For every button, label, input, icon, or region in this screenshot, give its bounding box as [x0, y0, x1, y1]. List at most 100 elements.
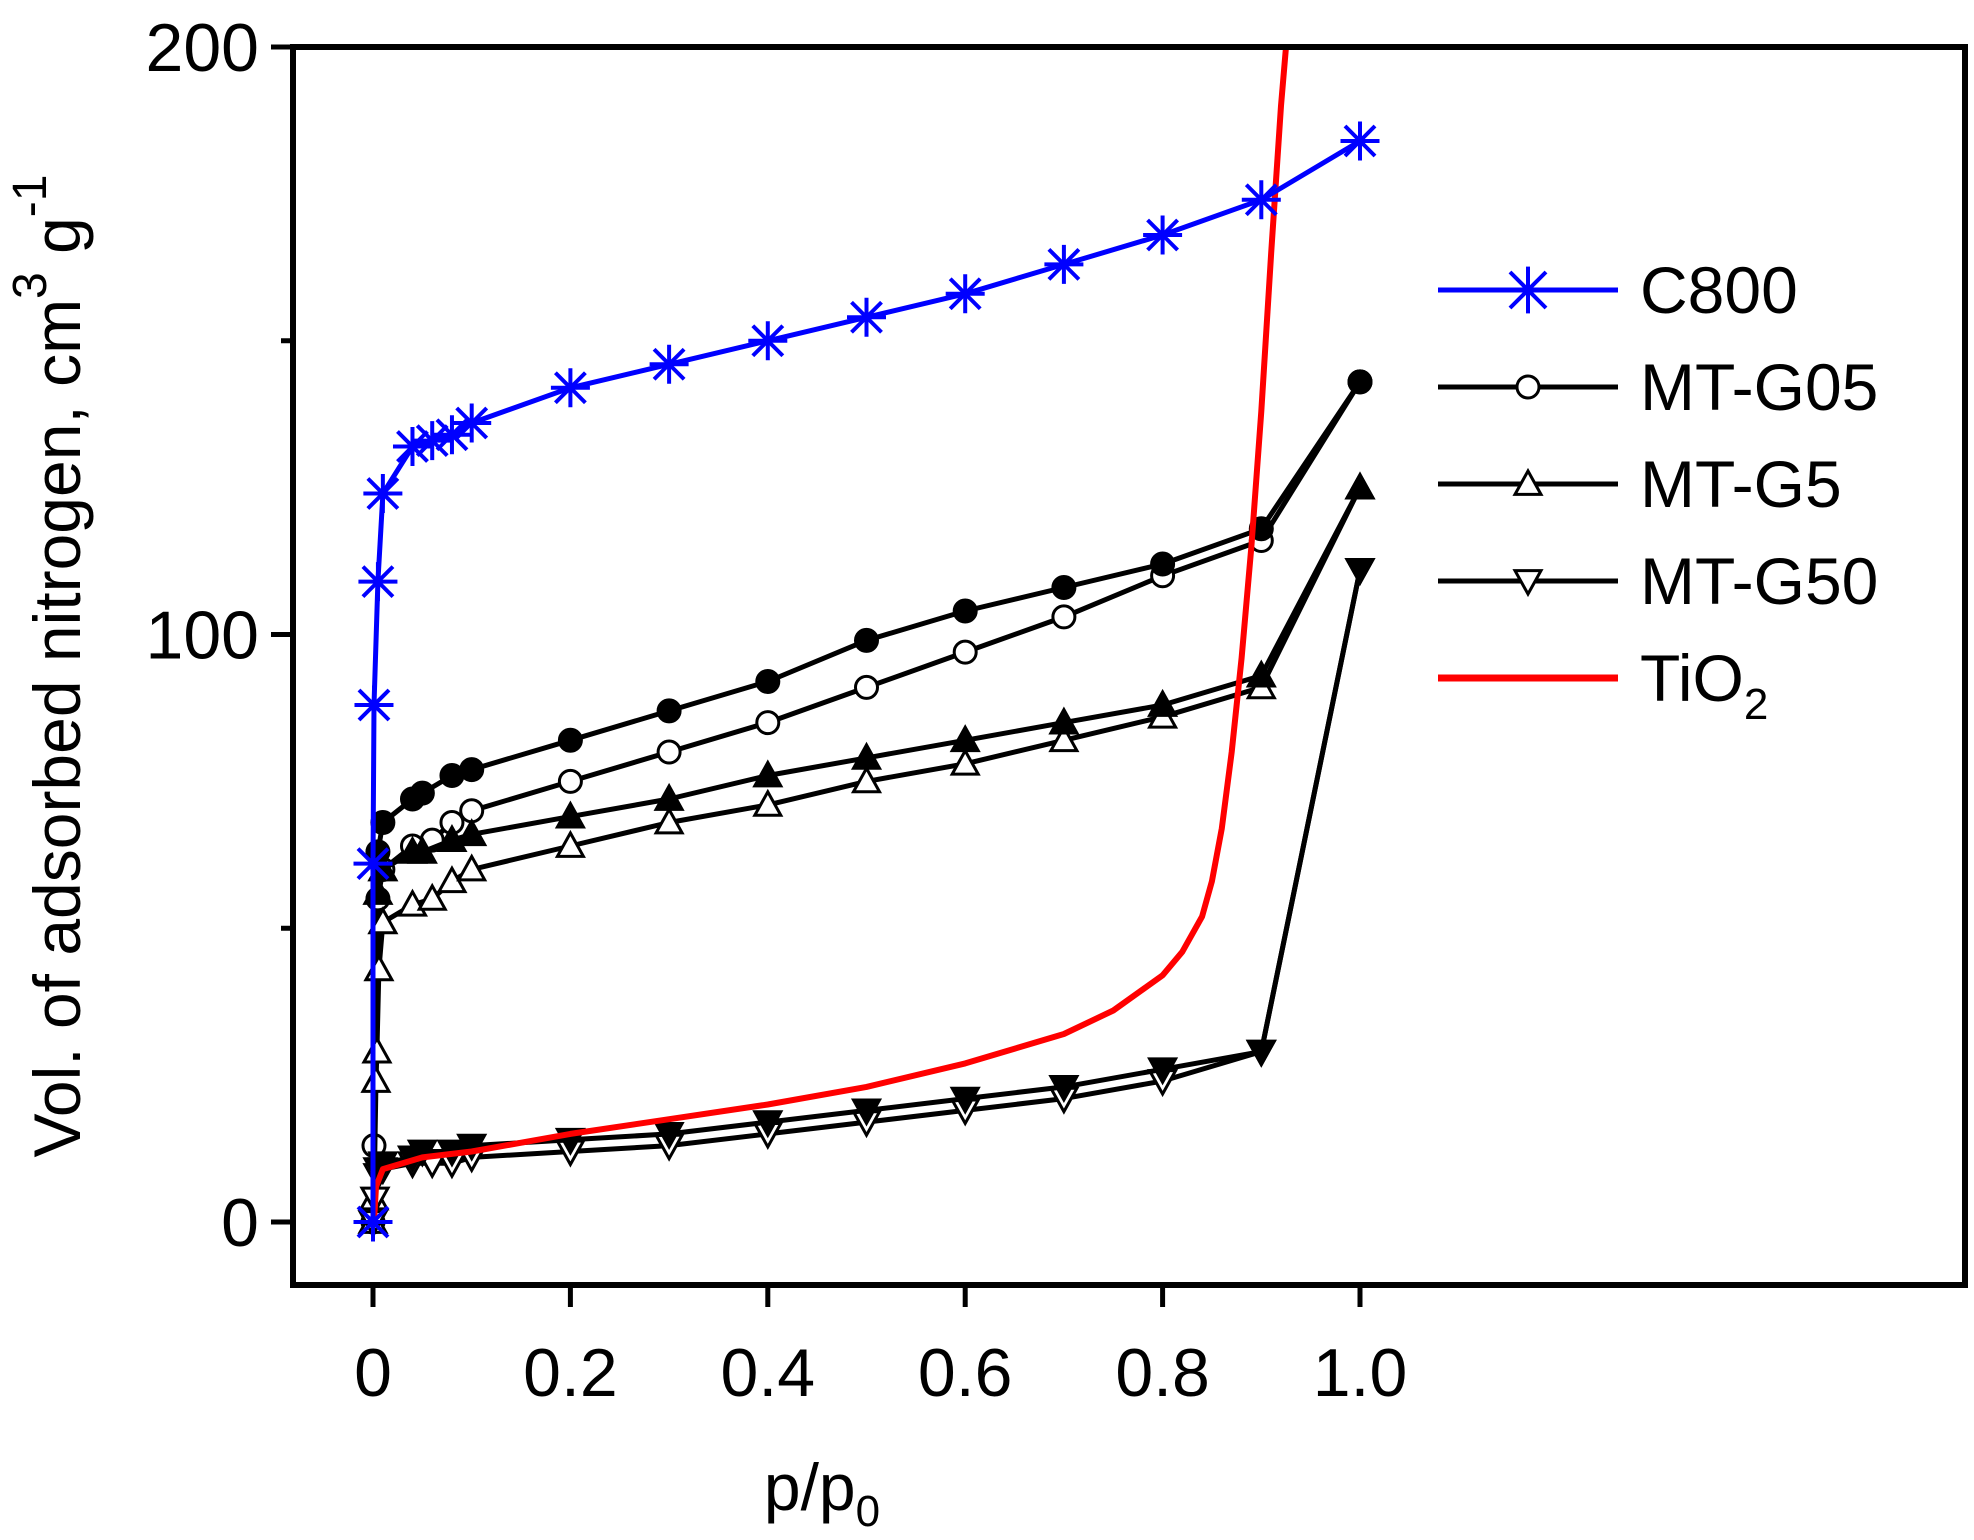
- open-triangle-up-marker: [363, 953, 395, 982]
- open-triangle-up-marker: [367, 906, 399, 935]
- open-triangle-up-marker: [456, 853, 488, 882]
- open-circle-marker: [854, 674, 879, 700]
- y-tick-label: 100: [146, 598, 259, 674]
- filled-triangle-up-marker: [653, 782, 685, 811]
- open-triangle-up-marker: [416, 882, 448, 911]
- star-marker: [358, 562, 398, 602]
- series-line: [370, 138, 1362, 1222]
- open-triangle-up-marker: [1512, 467, 1544, 496]
- legend-label: MT-G5: [1640, 447, 1842, 521]
- filled-circle-marker: [1347, 369, 1373, 395]
- series-line: [371, 50, 1289, 1223]
- open-triangle-up-marker: [850, 765, 883, 794]
- star-marker: [353, 844, 393, 884]
- series-mt-g05-desorption: [365, 369, 1373, 865]
- filled-circle-marker: [1150, 551, 1176, 577]
- filled-triangle-up-marker: [949, 724, 981, 753]
- open-circle-marker: [1515, 374, 1541, 400]
- star-marker: [945, 274, 985, 314]
- filled-circle-marker: [557, 727, 583, 753]
- star-marker: [748, 321, 788, 361]
- legend-entry-1: MT-G05: [1438, 350, 1878, 424]
- legend-entry-4: TiO2: [1438, 641, 1768, 729]
- filled-triangle-down-marker: [1147, 1057, 1179, 1086]
- star-marker: [550, 368, 590, 408]
- series-line: [370, 380, 1363, 1223]
- filled-triangle-up-marker: [1344, 471, 1376, 500]
- star-marker: [847, 297, 886, 337]
- legend-label: TiO2: [1640, 641, 1768, 729]
- series-layer: [353, 50, 1380, 1242]
- open-triangle-up-marker: [360, 1064, 392, 1093]
- star-marker: [649, 344, 689, 384]
- legend-label: MT-G50: [1640, 544, 1878, 618]
- filled-triangle-up-marker: [850, 741, 883, 770]
- x-tick-label: 0.8: [1115, 1335, 1210, 1411]
- filled-circle-marker: [952, 598, 978, 624]
- open-triangle-up-marker: [554, 829, 586, 858]
- filled-triangle-up-marker: [1147, 688, 1179, 717]
- axes-ticks: 0 0.2 0.4 0.6 0.8 1.0 0 100 200: [146, 10, 1408, 1411]
- filled-circle-marker: [755, 669, 781, 694]
- y-tick-label: 0: [221, 1185, 259, 1261]
- filled-triangle-up-marker: [1048, 706, 1080, 735]
- star-marker: [1044, 244, 1084, 284]
- filled-triangle-up-marker: [436, 824, 468, 853]
- filled-triangle-down-marker: [752, 1110, 784, 1139]
- open-circle-marker: [1051, 604, 1077, 630]
- star-marker: [452, 403, 492, 443]
- filled-circle-marker: [439, 763, 465, 788]
- filled-triangle-up-marker: [752, 759, 784, 788]
- open-triangle-up-marker: [361, 1035, 393, 1064]
- x-axis-label: p/p0: [764, 1450, 880, 1536]
- legend-label: C800: [1640, 253, 1798, 327]
- open-circle-marker: [557, 768, 583, 794]
- filled-circle-marker: [656, 698, 682, 724]
- x-tick-label: 1.0: [1313, 1335, 1408, 1411]
- filled-triangle-down-marker: [1048, 1074, 1080, 1103]
- series-mt-g50-adsorption: [357, 557, 1376, 1239]
- legend: C800 MT-G05 MT-G5 MT-G50 TiO2: [1438, 253, 1878, 729]
- star-marker: [1241, 180, 1281, 220]
- x-tick-label: 0.4: [721, 1335, 816, 1411]
- star-marker: [1143, 215, 1183, 255]
- open-triangle-up-marker: [949, 747, 981, 776]
- legend-label: MT-G05: [1640, 350, 1878, 424]
- open-triangle-up-marker: [1048, 724, 1080, 753]
- filled-triangle-down-marker: [653, 1121, 685, 1150]
- y-axis-label: Vol. of adsorbed nitrogen, cm3 g-1: [4, 175, 94, 1158]
- star-marker: [353, 1202, 393, 1242]
- star-marker: [1504, 266, 1552, 314]
- x-tick-label: 0.2: [523, 1335, 618, 1411]
- filled-triangle-down-marker: [949, 1086, 981, 1115]
- legend-entry-2: MT-G5: [1438, 447, 1842, 521]
- x-tick-label: 0: [354, 1335, 392, 1411]
- filled-triangle-up-marker: [1245, 659, 1277, 688]
- filled-triangle-up-marker: [554, 800, 586, 829]
- open-triangle-down-marker: [1512, 569, 1544, 598]
- filled-circle-marker: [1051, 575, 1077, 600]
- series-c800: [353, 121, 1380, 1242]
- series-tio2: [371, 50, 1289, 1223]
- open-circle-marker: [755, 710, 781, 736]
- filled-triangle-up-marker: [456, 818, 488, 847]
- open-circle-marker: [952, 639, 978, 665]
- filled-circle-marker: [854, 627, 879, 653]
- open-circle-marker: [656, 739, 682, 765]
- open-triangle-up-marker: [752, 788, 784, 817]
- open-triangle-up-marker: [653, 806, 685, 835]
- star-marker: [363, 474, 403, 513]
- plot-frame: [290, 44, 1968, 1288]
- filled-triangle-up-marker: [396, 835, 429, 864]
- filled-triangle-down-marker: [1245, 1039, 1277, 1068]
- legend-entry-0: C800: [1438, 253, 1798, 327]
- filled-triangle-down-marker: [850, 1098, 883, 1127]
- star-marker: [1340, 121, 1380, 161]
- x-tick-label: 0.6: [918, 1335, 1013, 1411]
- y-tick-label: 200: [146, 10, 259, 86]
- filled-triangle-down-marker: [1344, 557, 1376, 586]
- star-marker: [354, 685, 394, 725]
- filled-circle-marker: [399, 786, 425, 812]
- legend-entry-3: MT-G50: [1438, 544, 1878, 618]
